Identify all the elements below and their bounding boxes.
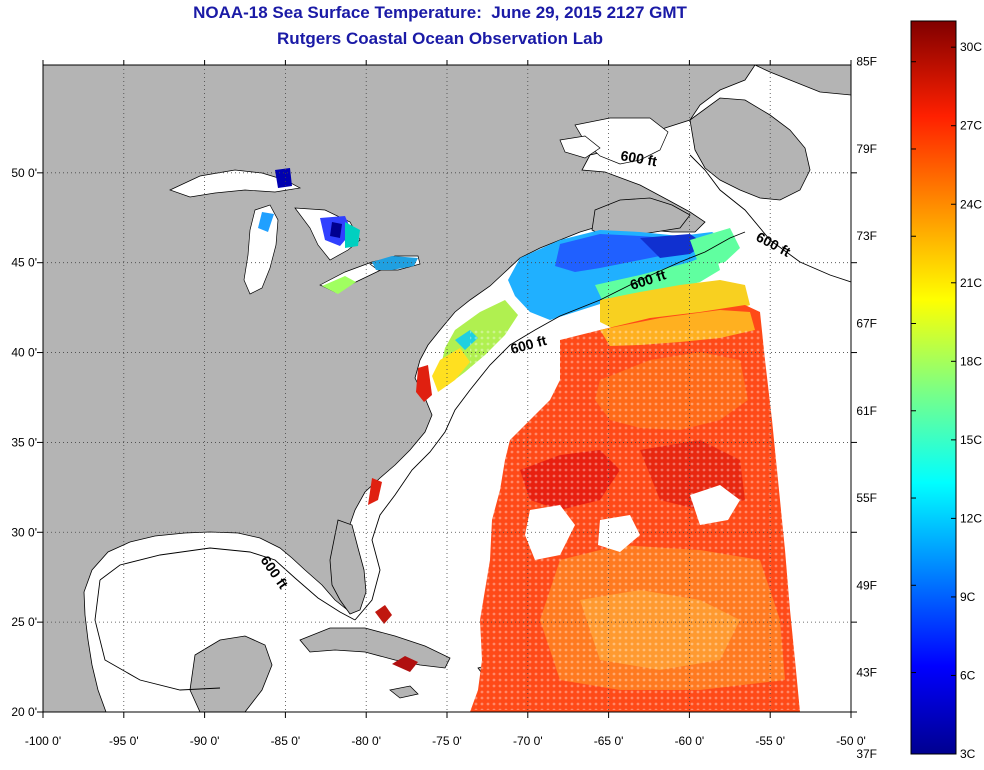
- isobath-600ft: [94, 154, 851, 691]
- lon-tick-label: -85 0': [271, 734, 301, 748]
- yucatan-land: [189, 635, 273, 712]
- newfoundland-land: [689, 97, 811, 201]
- lat-tick-label: 20 0': [11, 705, 37, 719]
- map-title: NOAA-18 Sea Surface Temperature: June 29…: [193, 3, 687, 22]
- lon-tick-label: -65 0': [594, 734, 624, 748]
- colorbar-c-label: 24C: [960, 197, 982, 211]
- lat-tick-label: 25 0': [11, 615, 37, 629]
- map-subtitle: Rutgers Coastal Ocean Observation Lab: [277, 29, 603, 48]
- colorbar-f-label: 73F: [856, 229, 877, 243]
- colorbar-f-label: 49F: [856, 578, 877, 592]
- contour-label-st-lawrence: 600 ft: [619, 147, 658, 169]
- map-panel: 600 ft 600 ft 600 ft 600 ft 600 ft: [43, 65, 851, 712]
- colorbar-c-label: 21C: [960, 276, 982, 290]
- lon-tick-label: -55 0': [755, 734, 785, 748]
- lat-tick-label: 40 0': [11, 346, 37, 360]
- colorbar-c-label: 18C: [960, 354, 982, 368]
- graticule: [43, 65, 851, 712]
- florida-land: [329, 519, 367, 615]
- lon-tick-label: -75 0': [432, 734, 462, 748]
- lake-superior: [169, 169, 302, 198]
- cloud-speckle: [470, 330, 800, 710]
- sst-shelf-cool: [416, 228, 750, 402]
- lon-tick-label: -80 0': [351, 734, 381, 748]
- lon-tick-label: -95 0': [109, 734, 139, 748]
- lon-tick-label: -90 0': [190, 734, 220, 748]
- sst-southeast-coast: [368, 478, 418, 672]
- lon-tick-label: -70 0': [513, 734, 543, 748]
- axis-ticks: [37, 60, 857, 718]
- colorbar-f-label: 37F: [856, 747, 877, 761]
- colorbar-f-label: 43F: [856, 666, 877, 680]
- colorbar-c-label: 15C: [960, 433, 982, 447]
- jamaica-land: [389, 685, 419, 699]
- colorbar: [910, 20, 957, 755]
- colorbar-c-label: 6C: [960, 668, 976, 682]
- hudson-strait-water: [559, 135, 601, 159]
- colorbar-f-label: 55F: [856, 491, 877, 505]
- colorbar-c-label: 27C: [960, 119, 982, 133]
- labrador-land: [754, 65, 851, 96]
- lon-tick-label: -60 0': [675, 734, 705, 748]
- lat-tick-label: 50 0': [11, 166, 37, 180]
- lon-tick-label: -100 0': [25, 734, 61, 748]
- colorbar-c-label: 30C: [960, 40, 982, 54]
- lon-tick-label: -50 0': [836, 734, 866, 748]
- colorbar-f-label: 67F: [856, 317, 877, 331]
- lat-tick-label: 45 0': [11, 256, 37, 270]
- colorbar-c-label: 3C: [960, 747, 976, 761]
- lat-tick-label: 35 0': [11, 435, 37, 449]
- colorbar-f-label: 79F: [856, 142, 877, 156]
- colorbar-f-label: 61F: [856, 404, 877, 418]
- lat-tick-label: 30 0': [11, 525, 37, 539]
- colorbar-f-label: 85F: [856, 55, 877, 69]
- colorbar-c-label: 12C: [960, 511, 982, 525]
- lake-sst: [258, 168, 418, 294]
- north-america-land: [43, 65, 756, 712]
- cuba-land: [299, 627, 451, 669]
- colorbar-c-label: 9C: [960, 590, 976, 604]
